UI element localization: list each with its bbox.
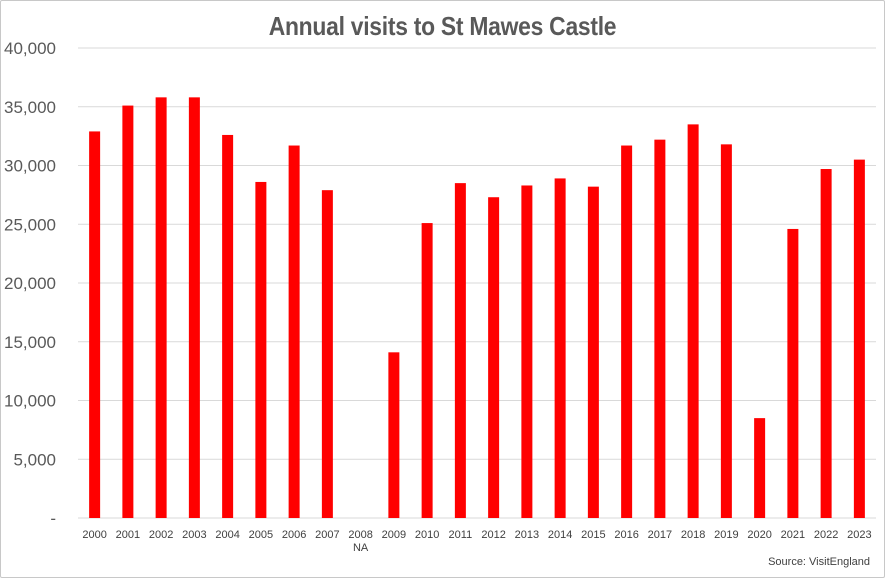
y-tick-label: 40,000 — [4, 39, 56, 58]
bar-2001 — [122, 105, 134, 518]
bar-2010 — [421, 223, 433, 518]
x-tick-note: NA — [353, 542, 369, 554]
x-tick-label: 2003 — [182, 529, 206, 541]
bar-2006 — [288, 145, 300, 518]
x-tick-label: 2011 — [449, 529, 473, 541]
x-tick-label: 2014 — [548, 529, 572, 541]
bar-2007 — [321, 190, 333, 519]
x-tick-label: 2020 — [747, 529, 771, 541]
y-tick-label: 35,000 — [4, 98, 56, 117]
bar-2003 — [188, 97, 200, 518]
y-tick-label: 30,000 — [4, 157, 56, 176]
x-tick-label: 2008 — [348, 529, 372, 541]
y-tick-label: 15,000 — [4, 333, 56, 352]
x-tick-label: 2016 — [614, 529, 638, 541]
y-tick-label: 10,000 — [4, 392, 56, 411]
bar-2020 — [754, 418, 766, 518]
bar-2022 — [820, 169, 832, 518]
x-tick-label: 2001 — [116, 529, 140, 541]
bar-2000 — [89, 131, 101, 519]
x-tick-label: 2002 — [149, 529, 173, 541]
x-tick-label: 2023 — [847, 529, 871, 541]
x-tick-label: 2012 — [481, 529, 505, 541]
bar-2015 — [587, 186, 599, 518]
x-tick-label: 2018 — [681, 529, 705, 541]
x-tick-label: 2015 — [581, 529, 605, 541]
x-tick-label: 2004 — [215, 529, 239, 541]
y-tick-label: - — [50, 509, 56, 528]
x-tick-label: 2013 — [515, 529, 539, 541]
bar-2013 — [521, 185, 533, 518]
bar-2023 — [853, 159, 865, 518]
y-tick-label: 5,000 — [13, 450, 56, 469]
bar-2005 — [255, 181, 267, 518]
bar-2017 — [654, 139, 666, 518]
x-tick-label: 2005 — [249, 529, 273, 541]
bar-2016 — [621, 145, 633, 518]
x-tick-label: 2010 — [415, 529, 439, 541]
x-tick-label: 2019 — [714, 529, 738, 541]
y-tick-label: 20,000 — [4, 274, 56, 293]
x-tick-label: 2021 — [781, 529, 805, 541]
bar-2021 — [787, 228, 799, 518]
bar-2014 — [554, 178, 566, 519]
bar-2019 — [720, 144, 732, 518]
bar-2011 — [454, 183, 466, 518]
bar-2012 — [488, 197, 500, 518]
x-tick-label: 2009 — [382, 529, 406, 541]
bar-2009 — [388, 352, 400, 518]
x-tick-label: 2022 — [814, 529, 838, 541]
x-tick-label: 2000 — [82, 529, 106, 541]
x-tick-label: 2007 — [315, 529, 339, 541]
x-tick-label: 2017 — [648, 529, 672, 541]
bar-2018 — [687, 124, 699, 518]
y-tick-label: 25,000 — [4, 215, 56, 234]
bar-2004 — [222, 134, 234, 518]
source-note: Source: VisitEngland — [768, 556, 870, 568]
bar-2002 — [155, 97, 167, 518]
x-tick-label: 2006 — [282, 529, 306, 541]
chart-title: Annual visits to St Mawes Castle — [268, 11, 617, 41]
